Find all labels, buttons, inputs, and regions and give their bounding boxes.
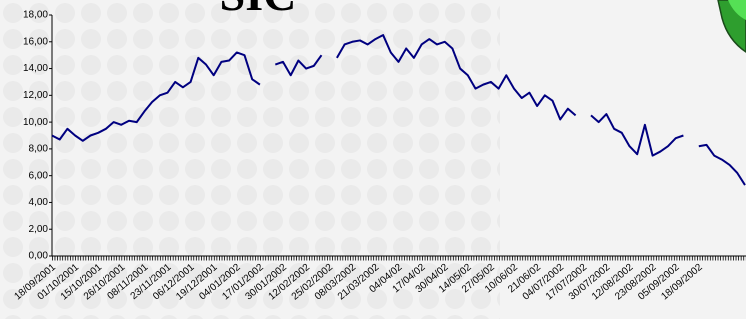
y-tick-label: 4,00 xyxy=(29,197,49,208)
y-tick-label: 8,00 xyxy=(29,144,49,155)
chart: SIC 0,00 2,00 4,00 6,00 8,00 10,00 12,00 14,00 1… xyxy=(0,0,746,319)
y-tick-label: 18,00 xyxy=(23,10,48,21)
chart-title: SIC xyxy=(220,0,297,20)
y-tick-label: 16,00 xyxy=(23,36,48,47)
y-tick-label: 0,00 xyxy=(29,251,49,262)
y-tick-label: 14,00 xyxy=(23,63,48,74)
y-tick-label: 2,00 xyxy=(29,224,49,235)
y-tick-label: 10,00 xyxy=(23,117,48,128)
y-tick-label: 6,00 xyxy=(29,170,49,181)
y-tick-label: 12,00 xyxy=(23,90,48,101)
